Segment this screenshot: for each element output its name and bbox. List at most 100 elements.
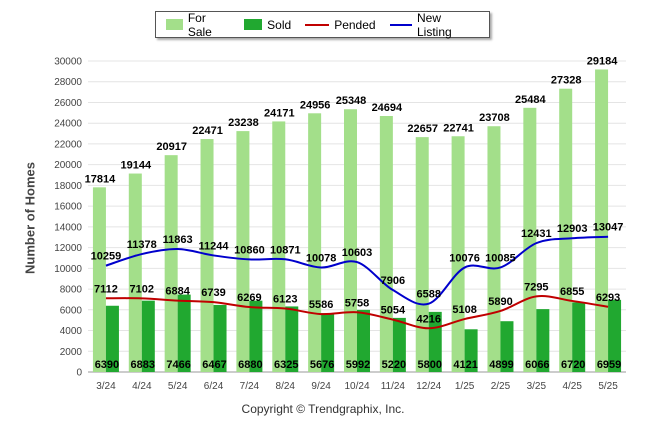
bar-sold — [105, 305, 119, 372]
bar-sold — [572, 302, 586, 372]
bar-sold — [285, 306, 299, 372]
y-tick-label: 10000 — [54, 264, 82, 275]
bar-sold — [177, 294, 191, 372]
label-sold: 6467 — [202, 359, 226, 371]
bar-for-sale — [344, 109, 357, 372]
bar-sold — [536, 309, 550, 372]
label-for-sale: 17814 — [85, 173, 116, 185]
y-tick-label: 20000 — [54, 160, 82, 171]
label-for-sale: 20917 — [156, 141, 187, 153]
label-sold: 6880 — [238, 359, 262, 371]
bar-for-sale — [379, 116, 393, 373]
bar-for-sale — [164, 155, 178, 372]
bar-for-sale — [308, 113, 322, 373]
y-tick-label: 28000 — [54, 77, 82, 88]
bar-sold — [392, 317, 406, 372]
bar-for-sale — [272, 121, 286, 372]
x-tick-label: 4/24 — [132, 381, 152, 392]
bar-sold — [141, 300, 155, 372]
label-for-sale: 25484 — [515, 94, 546, 106]
label-for-sale: 22657 — [407, 123, 438, 135]
label-sold: 5992 — [346, 359, 370, 371]
label-sold: 6325 — [274, 359, 298, 371]
x-tick-label: 7/24 — [240, 381, 260, 392]
bar-for-sale — [128, 173, 142, 372]
x-tick-label: 12/24 — [416, 381, 441, 392]
label-sold: 4121 — [453, 359, 477, 371]
label-new-listing: 11244 — [199, 240, 230, 252]
label-new-listing: 12903 — [557, 223, 588, 235]
label-sold: 6720 — [561, 359, 585, 371]
bar-sold — [321, 313, 335, 372]
y-axis-label: Number of Homes — [22, 162, 38, 274]
y-tick-label: 0 — [76, 368, 82, 379]
label-pended: 6855 — [560, 286, 584, 298]
label-sold: 5676 — [310, 359, 334, 371]
x-tick-label: 10/24 — [344, 381, 369, 392]
bar-for-sale — [200, 139, 214, 372]
x-tick-label: 9/24 — [311, 381, 331, 392]
x-tick-label: 6/24 — [204, 381, 224, 392]
label-for-sale: 23708 — [479, 112, 510, 124]
label-pended: 5586 — [309, 299, 333, 311]
x-tick-label: 5/25 — [598, 381, 618, 392]
x-tick-label: 1/25 — [455, 381, 475, 392]
y-tick-label: 30000 — [54, 57, 82, 68]
label-pended: 6884 — [165, 286, 190, 298]
y-tick-label: 18000 — [54, 181, 82, 192]
y-tick-label: 12000 — [54, 243, 82, 254]
label-sold: 6883 — [131, 359, 155, 371]
y-tick-label: 24000 — [54, 119, 82, 130]
bar-for-sale — [451, 136, 465, 372]
label-for-sale: 25348 — [336, 95, 367, 107]
label-new-listing: 12431 — [521, 228, 552, 240]
bar-sold — [249, 300, 263, 372]
label-pended: 7295 — [524, 281, 548, 293]
label-pended: 6739 — [201, 287, 225, 299]
x-tick-label: 5/24 — [168, 381, 188, 392]
label-for-sale: 24171 — [264, 107, 295, 119]
y-tick-label: 14000 — [54, 222, 82, 233]
copyright-text: Copyright © Trendgraphix, Inc. — [241, 402, 405, 416]
legend: For Sale Sold Pended New Listing — [155, 10, 490, 39]
label-new-listing: 10259 — [91, 251, 122, 263]
y-tick-label: 4000 — [60, 326, 83, 337]
label-for-sale: 23238 — [228, 117, 259, 129]
legend-label: New Listing — [417, 10, 452, 39]
label-pended: 4216 — [416, 313, 440, 325]
label-for-sale: 24956 — [300, 99, 331, 111]
bar-for-sale — [523, 107, 537, 373]
legend-label: For Sale — [187, 10, 212, 39]
x-tick-label: 2/25 — [491, 381, 511, 392]
label-pended: 5108 — [452, 304, 476, 316]
label-new-listing: 7906 — [381, 275, 405, 287]
label-sold: 5800 — [417, 359, 441, 371]
x-tick-label: 8/24 — [276, 381, 296, 392]
bar-for-sale — [595, 69, 609, 372]
label-pended: 7112 — [94, 283, 118, 295]
line-new-listing — [105, 235, 609, 306]
label-new-listing: 10076 — [449, 253, 480, 265]
label-for-sale: 19144 — [121, 160, 152, 172]
data-labels: 17814 6390 7112 10259 19144 6883 7102 11378 2091… — [85, 55, 624, 371]
legend-label: Pended — [334, 17, 376, 32]
label-for-sale: 22471 — [192, 125, 223, 137]
y-tick-label: 6000 — [60, 305, 83, 316]
x-tick-label: 4/25 — [562, 381, 582, 392]
label-new-listing: 11863 — [163, 234, 193, 246]
label-pended: 6293 — [596, 292, 620, 304]
label-new-listing: 10085 — [485, 252, 516, 264]
label-new-listing: 10078 — [306, 253, 337, 265]
bar-sold — [464, 329, 478, 372]
lines — [105, 235, 609, 330]
label-sold: 6066 — [525, 359, 549, 371]
bar-for-sale — [415, 137, 429, 372]
label-new-listing: 13047 — [593, 222, 624, 234]
bar-for-sale — [236, 131, 250, 372]
bar-sold — [500, 321, 514, 372]
label-new-listing: 10603 — [342, 247, 373, 259]
y-tick-label: 2000 — [60, 347, 83, 358]
label-sold: 5220 — [382, 359, 406, 371]
legend-label: Sold — [267, 17, 292, 32]
y-tick-label: 16000 — [54, 202, 82, 213]
